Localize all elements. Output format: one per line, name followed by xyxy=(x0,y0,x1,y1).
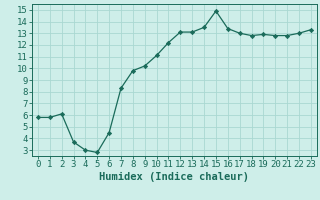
X-axis label: Humidex (Indice chaleur): Humidex (Indice chaleur) xyxy=(100,172,249,182)
